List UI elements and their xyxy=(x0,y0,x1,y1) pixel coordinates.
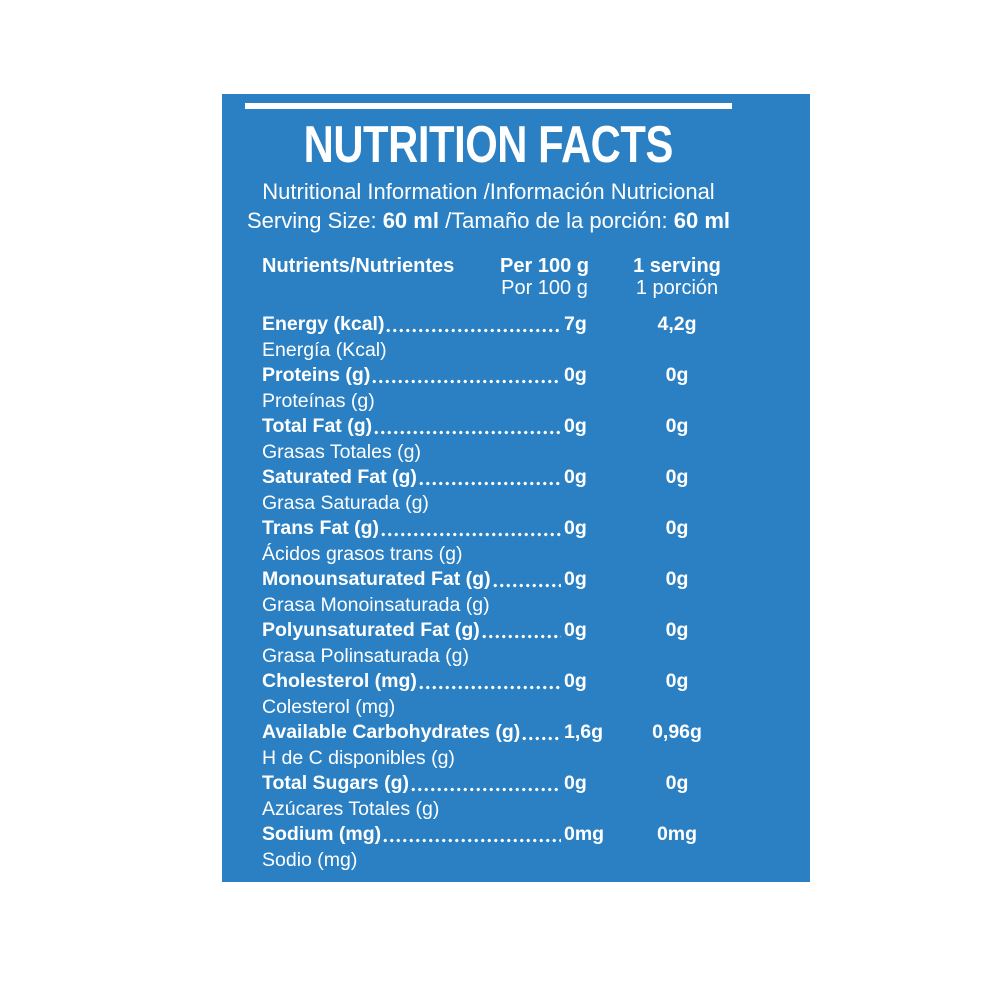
per-100g-value: 7g xyxy=(564,313,587,335)
nutrient-name-en: Total Sugars (g) xyxy=(262,772,409,794)
nutrient-row: Total Fat (g) 0g 0g xyxy=(262,414,732,440)
serving-size-prefix: Serving Size: xyxy=(246,208,383,233)
per-serving-value: 0g xyxy=(665,517,689,539)
nutrient-name-es: Energía (Kcal) xyxy=(262,338,387,361)
dotted-leader xyxy=(417,669,561,695)
serving-line2: 1 porción xyxy=(635,277,719,299)
column-header-per-100g: Per 100 g Por 100 g xyxy=(467,255,622,299)
nutrient-name-en: Energy (kcal) xyxy=(262,313,385,335)
nutrient-name-en: Saturated Fat (g) xyxy=(262,466,417,488)
nutrient-row: Energy (kcal) 7g 4,2g xyxy=(262,312,732,338)
top-rule xyxy=(245,103,732,109)
per-serving-value: 0,96g xyxy=(652,721,702,743)
per-serving-value: 0g xyxy=(665,619,689,641)
per-serving-value: 0g xyxy=(665,364,689,386)
nutrient-name-en: Cholesterol (mg) xyxy=(262,670,417,692)
dotted-leader xyxy=(409,771,561,797)
nutrient-name-en: Proteins (g) xyxy=(262,364,371,386)
per-100g-value: 0g xyxy=(564,568,587,590)
nutrient-row: Sodium (mg) 0mg 0mg xyxy=(262,822,732,848)
per-serving-value: 4,2g xyxy=(657,313,697,335)
per-100g-value: 0mg xyxy=(564,823,605,845)
nutrient-name-es: Ácidos grasos trans (g) xyxy=(262,542,463,565)
per-serving-value: 0g xyxy=(665,415,689,437)
nutrient-name-es: Grasa Saturada (g) xyxy=(262,491,429,514)
nutrient-row: Saturated Fat (g) 0g 0g xyxy=(262,465,732,491)
nutrient-row: Cholesterol (mg) 0g 0g xyxy=(262,669,732,695)
nutrient-row: Polyunsaturated Fat (g) 0g 0g xyxy=(262,618,732,644)
serving-size-value-en: 60 ml xyxy=(382,208,439,233)
serving-size-value-es: 60 ml xyxy=(673,208,731,233)
panel-title: NUTRITION FACTS xyxy=(303,116,674,175)
dotted-leader xyxy=(480,618,561,644)
nutrient-name-es: Proteínas (g) xyxy=(262,389,375,412)
nutrition-facts-panel: NUTRITION FACTS Nutritional Information … xyxy=(222,94,810,882)
table-header: Nutrients/Nutrientes Per 100 g Por 100 g… xyxy=(245,255,732,299)
column-header-serving: 1 serving 1 porción xyxy=(622,255,732,299)
serving-line1: 1 serving xyxy=(633,255,721,277)
nutrient-name-en: Sodium (mg) xyxy=(262,823,382,845)
nutrient-row: Trans Fat (g) 0g 0g xyxy=(262,516,732,542)
per-serving-value: 0g xyxy=(665,670,689,692)
dotted-leader xyxy=(380,516,561,542)
nutrient-rows: Energy (kcal) 7g 4,2g Energía (Kcal) Protein… xyxy=(245,312,732,873)
nutritional-information-line: Nutritional Information /Información Nut… xyxy=(262,179,715,204)
per-100g-value: 0g xyxy=(564,517,587,539)
dotted-leader xyxy=(521,720,561,746)
nutrient-name-en: Monounsaturated Fat (g) xyxy=(262,568,491,590)
dotted-leader xyxy=(491,567,561,593)
title-wrap: NUTRITION FACTS xyxy=(245,116,732,175)
dotted-leader xyxy=(382,822,561,848)
nutrient-row: Proteins (g) 0g 0g xyxy=(262,363,732,389)
per-100g-value: 0g xyxy=(564,364,587,386)
dotted-leader xyxy=(371,363,561,389)
dotted-leader xyxy=(385,312,561,338)
dotted-leader xyxy=(417,465,561,491)
per-serving-value: 0g xyxy=(665,466,689,488)
nutrient-name-es: H de C disponibles (g) xyxy=(262,746,455,769)
per-100g-value: 1,6g xyxy=(564,721,604,743)
nutrient-name-es: Grasas Totales (g) xyxy=(262,440,421,463)
per-100g-value: 0g xyxy=(564,619,587,641)
nutrient-name-en: Polyunsaturated Fat (g) xyxy=(262,619,480,641)
nutrient-row: Monounsaturated Fat (g) 0g 0g xyxy=(262,567,732,593)
per-100g-value: 0g xyxy=(564,772,587,794)
per-100g-line2: Por 100 g xyxy=(501,277,588,299)
column-header-nutrients: Nutrients/Nutrientes xyxy=(262,255,455,277)
nutrient-name-en: Available Carbohydrates (g) xyxy=(262,721,521,743)
nutrient-name-es: Colesterol (mg) xyxy=(262,695,396,718)
nutrient-name-es: Azúcares Totales (g) xyxy=(262,797,440,820)
nutrient-name-en: Total Fat (g) xyxy=(262,415,373,437)
per-serving-value: 0g xyxy=(665,772,689,794)
nutrient-name-es: Grasa Monoinsaturada (g) xyxy=(262,593,490,616)
nutrient-row: Available Carbohydrates (g) 1,6g 0,96g xyxy=(262,720,732,746)
per-100g-value: 0g xyxy=(564,670,587,692)
nutrient-name-es: Sodio (mg) xyxy=(262,848,358,871)
nutrient-row: Total Sugars (g) 0g 0g xyxy=(262,771,732,797)
per-100g-value: 0g xyxy=(564,415,587,437)
per-100g-line1: Per 100 g xyxy=(500,255,589,277)
per-serving-value: 0g xyxy=(665,568,689,590)
panel-inner: NUTRITION FACTS Nutritional Information … xyxy=(245,103,732,873)
subtitle-block: Nutritional Information /Información Nut… xyxy=(245,177,732,235)
per-serving-value: 0mg xyxy=(656,823,698,845)
serving-size-line: Serving Size: 60 ml /Tamaño de la porció… xyxy=(245,206,732,235)
serving-size-middle: /Tamaño de la porción: xyxy=(438,208,674,233)
per-100g-value: 0g xyxy=(564,466,587,488)
dotted-leader xyxy=(373,414,561,440)
nutrient-name-es: Grasa Polinsaturada (g) xyxy=(262,644,470,667)
nutrient-name-en: Trans Fat (g) xyxy=(262,517,380,539)
